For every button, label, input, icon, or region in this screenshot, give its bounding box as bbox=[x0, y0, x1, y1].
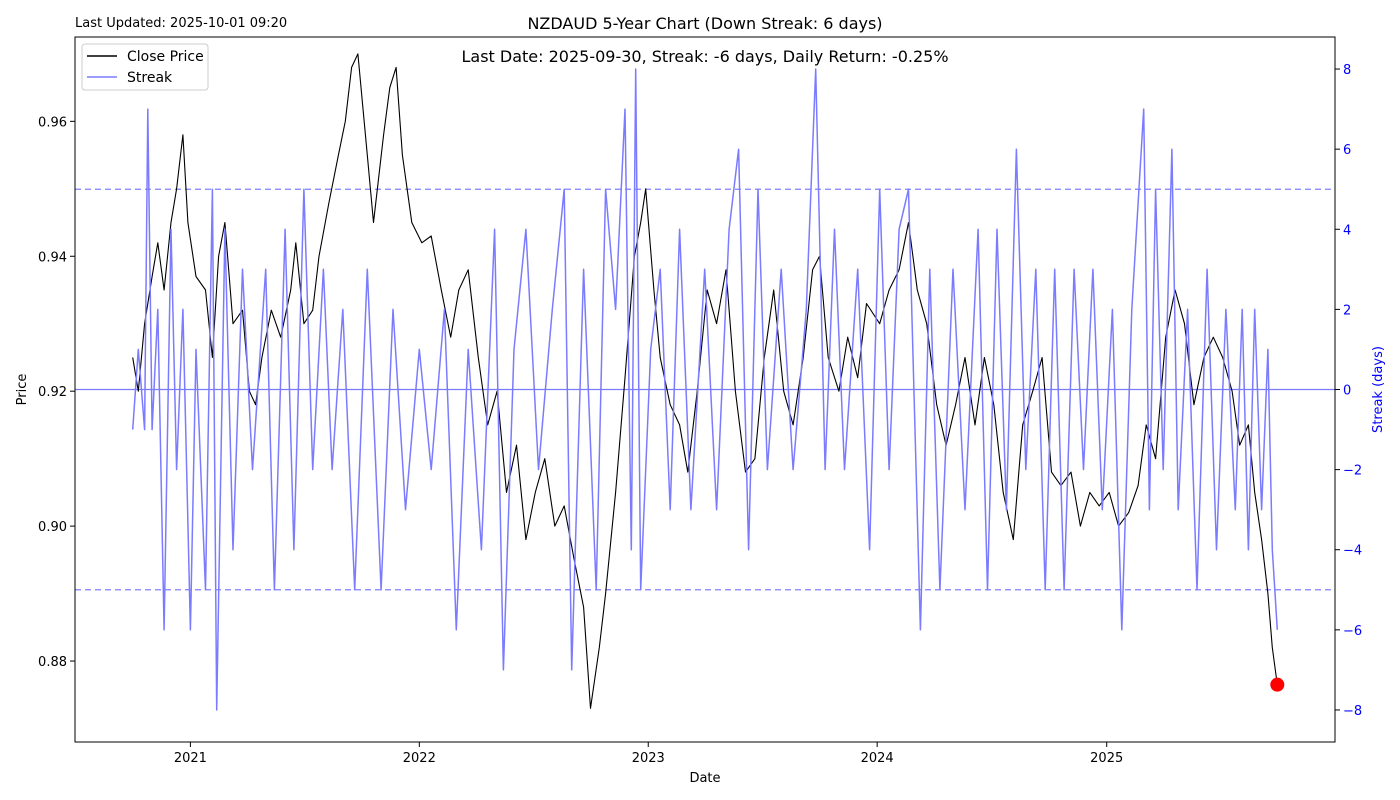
legend: Close Price Streak bbox=[81, 43, 209, 91]
x-tick-label-2024: 2024 bbox=[861, 751, 894, 766]
x-tick-label-2025: 2025 bbox=[1090, 751, 1123, 766]
x-axis-label: Date bbox=[689, 771, 720, 786]
y-axis-label: Price bbox=[15, 374, 30, 406]
streak-series-line bbox=[131, 68, 1279, 711]
x-tick-label-2022: 2022 bbox=[403, 751, 436, 766]
last-value-marker bbox=[1270, 677, 1285, 692]
last-updated-text: Last Updated: 2025-10-01 09:20 bbox=[75, 16, 287, 31]
y2-tick-label: −6 bbox=[1343, 624, 1362, 639]
y2-tick-label: 6 bbox=[1343, 143, 1351, 158]
y2-tick-label: 8 bbox=[1343, 63, 1351, 78]
legend-close-label: Close Price bbox=[127, 49, 204, 65]
y2-tick-label: −2 bbox=[1343, 464, 1362, 479]
y2-axis-label: Streak (days) bbox=[1371, 346, 1386, 433]
y2-tick-label: 0 bbox=[1343, 384, 1351, 399]
chart-annotation: Last Date: 2025-09-30, Streak: -6 days, … bbox=[461, 47, 948, 66]
y2-tick-label: −4 bbox=[1343, 544, 1362, 559]
y-tick-label: 0.94 bbox=[38, 250, 67, 265]
y2-tick-label: 4 bbox=[1343, 223, 1351, 238]
y-tick-label: 0.88 bbox=[38, 655, 67, 670]
x-tick-label-2023: 2023 bbox=[632, 751, 665, 766]
legend-streak-label: Streak bbox=[127, 70, 173, 86]
y-tick-label: 0.90 bbox=[38, 520, 67, 535]
plot-area: 2021 2022 2023 2024 2025 0.88 0.90 0.92 0.94 0.96… bbox=[15, 36, 1386, 786]
y2-tick-label: 2 bbox=[1343, 303, 1351, 318]
y-tick-label: 0.92 bbox=[38, 385, 67, 400]
x-tick-label-2021: 2021 bbox=[174, 751, 207, 766]
chart-title: NZDAUD 5-Year Chart (Down Streak: 6 days… bbox=[527, 14, 882, 33]
y-tick-label: 0.96 bbox=[38, 115, 67, 130]
y2-tick-label: −8 bbox=[1343, 704, 1362, 719]
